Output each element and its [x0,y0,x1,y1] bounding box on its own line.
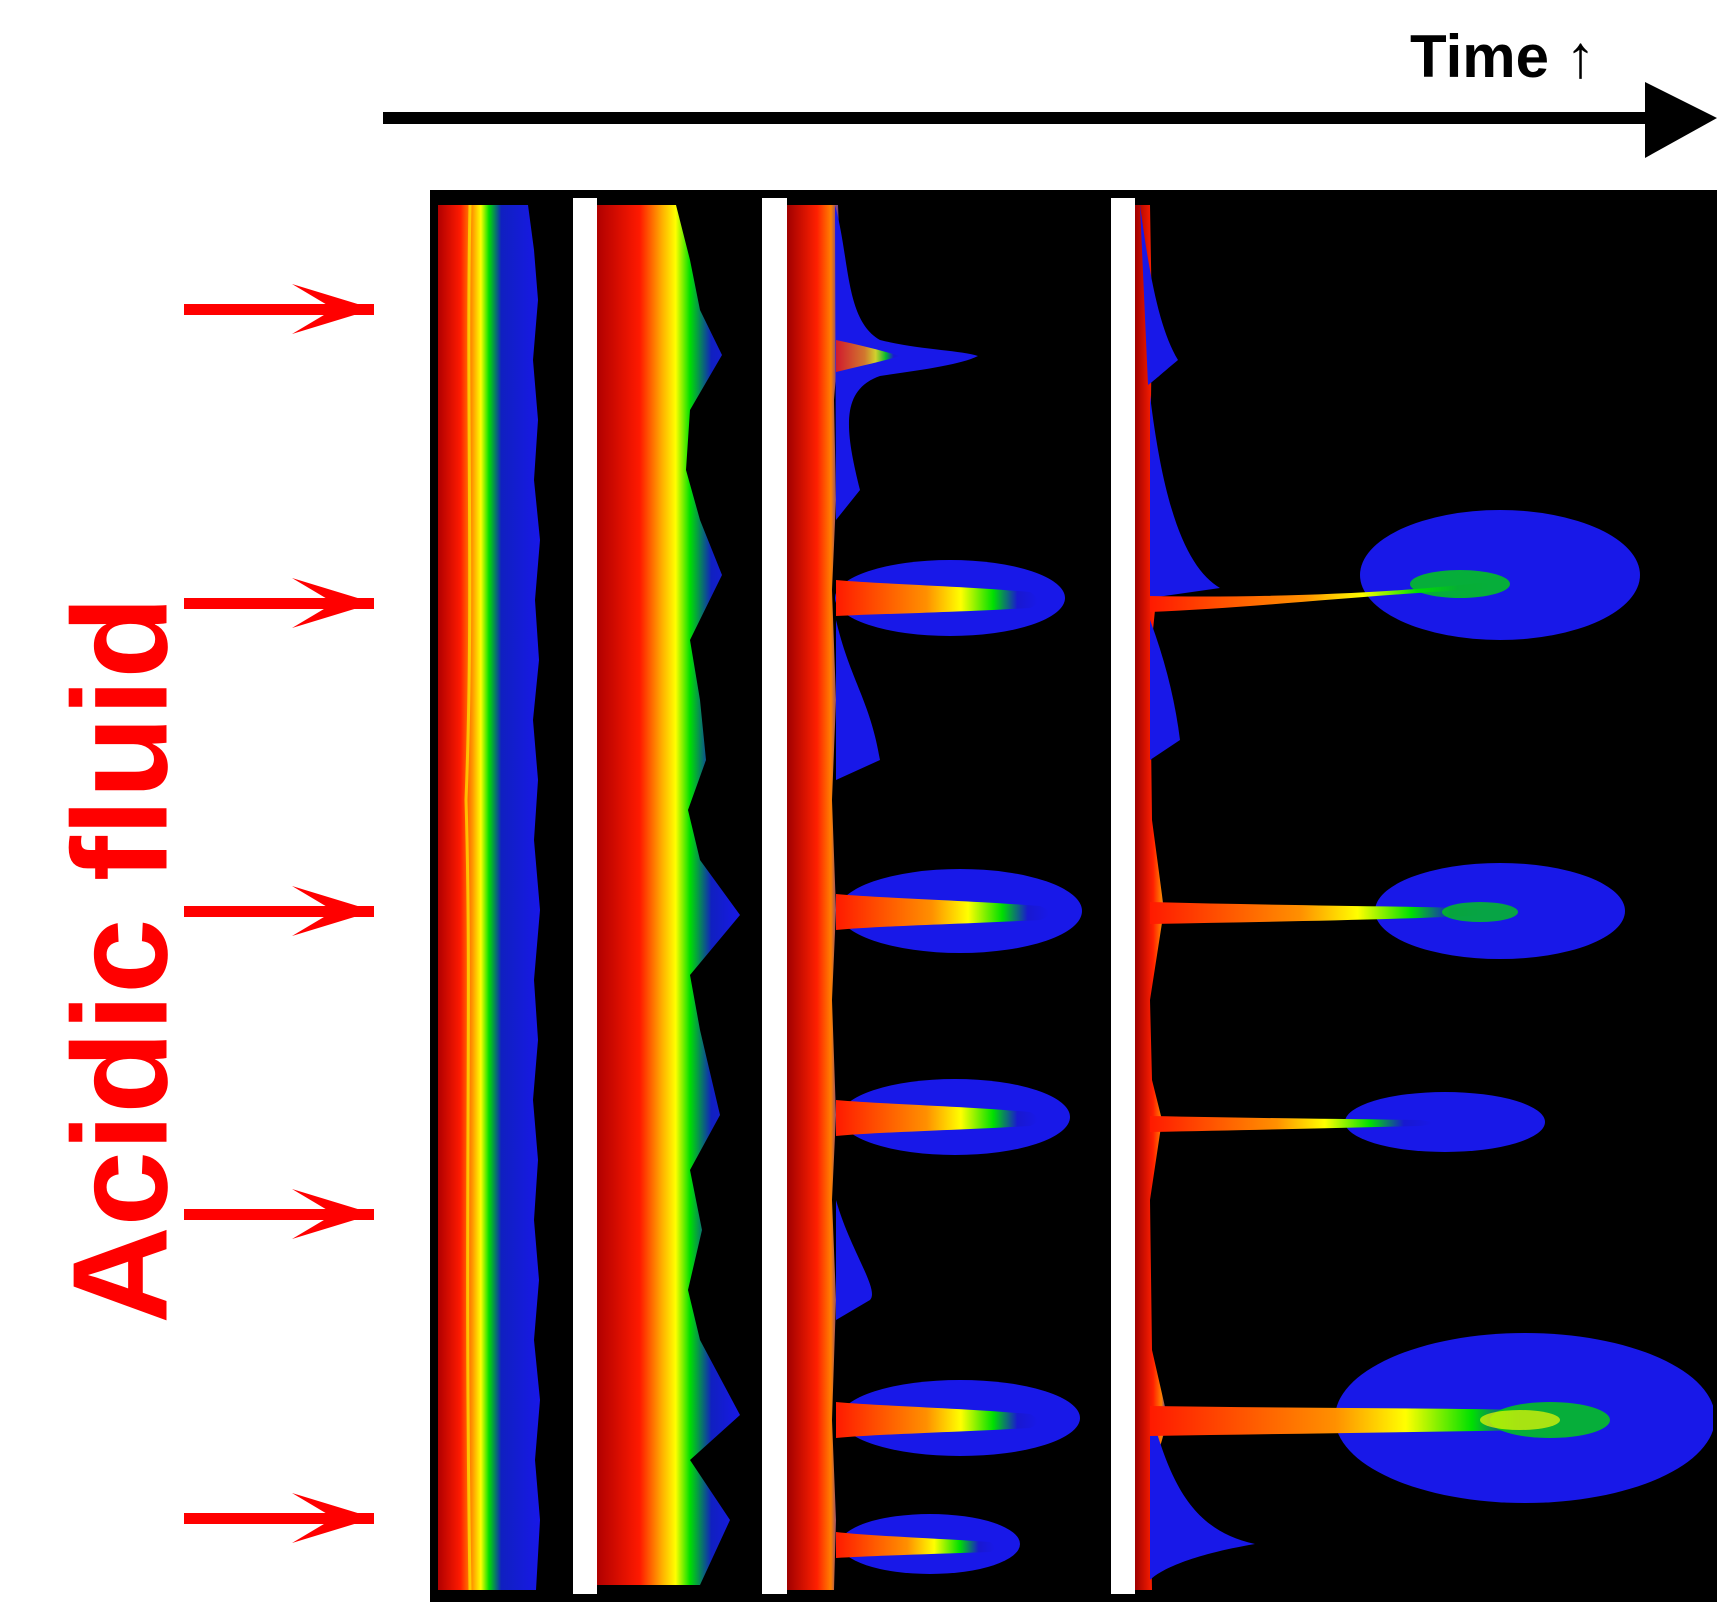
panel-4 [1135,205,1715,1590]
time-arrow [383,82,1717,158]
panel-separator [762,198,787,1594]
panel-3 [787,205,1082,1590]
inflow-arrows [184,284,374,1543]
panel-1 [438,204,540,1591]
inflow-arrow [184,578,374,628]
time-label: Time ↑ [1410,23,1596,90]
panel-separator [573,198,597,1594]
inflow-arrow [184,886,374,936]
simulation-frame-border [430,190,1717,1602]
acidic-fluid-label: Acidic fluid [44,596,196,1324]
inflow-arrow [184,1493,374,1543]
panel-2 [597,205,740,1585]
inflow-arrow [184,284,374,334]
panel-separator [1111,198,1135,1594]
inflow-arrow [184,1189,374,1239]
